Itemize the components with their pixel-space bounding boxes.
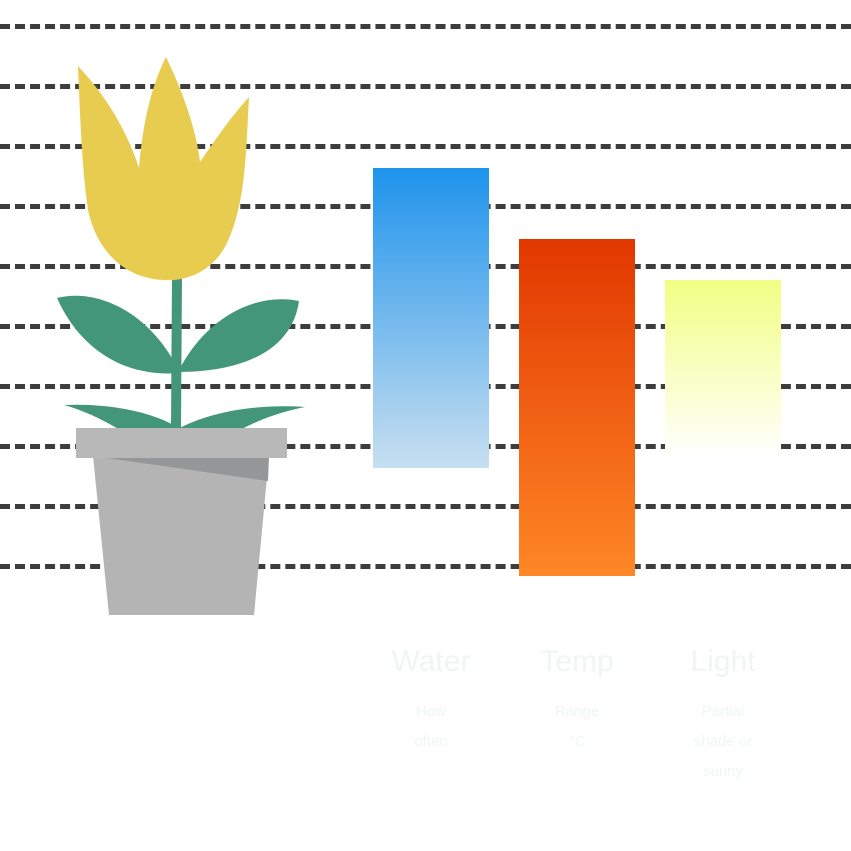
label-light-title: Light (690, 645, 756, 678)
label-temp: Temp Range °C (509, 645, 645, 757)
label-water-sub: How (415, 703, 446, 720)
label-temp-title: Temp (540, 645, 614, 678)
bar-light (665, 280, 781, 458)
label-light: Light Partial shade or sunny (655, 645, 791, 787)
pot-rim (76, 428, 287, 458)
gridline (0, 504, 851, 509)
leaf-lower-left (64, 404, 182, 430)
label-light-sub: shade or (693, 733, 753, 750)
pot-body (93, 456, 269, 615)
label-light-sub: sunny (702, 763, 744, 780)
label-water-title: Water (391, 645, 471, 678)
pot-shadow (93, 456, 269, 481)
leaf-right (178, 299, 299, 372)
label-water-sub: often (414, 733, 448, 750)
bar-water (373, 168, 489, 468)
bar-temp (519, 239, 635, 576)
label-light-sub: Partial (701, 703, 745, 720)
stem (171, 275, 182, 428)
pot-icon (76, 428, 287, 615)
leaf-lower-right (176, 406, 305, 430)
gridline (0, 144, 851, 149)
gridline (0, 84, 851, 89)
gridline (0, 564, 851, 569)
label-temp-sub: °C (568, 733, 586, 750)
tulip-icon (57, 57, 305, 430)
leaf-left (57, 295, 180, 374)
flower-head (78, 57, 249, 281)
label-water: Water How often (363, 645, 499, 757)
gridline (0, 24, 851, 29)
label-temp-sub: Range (554, 703, 600, 720)
